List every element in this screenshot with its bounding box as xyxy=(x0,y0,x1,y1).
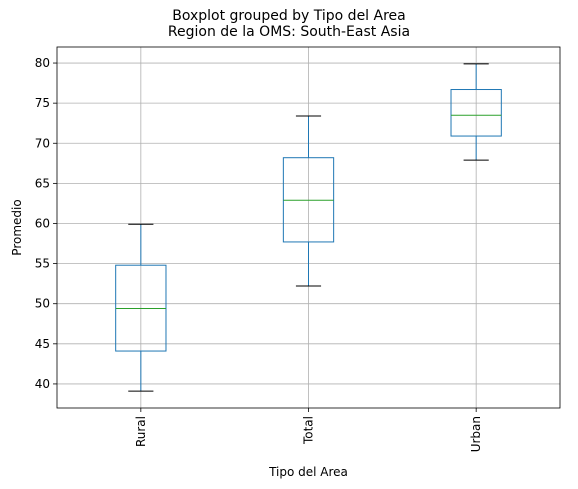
box-urban xyxy=(450,63,502,161)
x-axis-label: Tipo del Area xyxy=(268,465,348,479)
chart-title: Region de la OMS: South-East Asia xyxy=(167,24,411,40)
box-rural xyxy=(115,223,167,392)
y-tick-label: 45 xyxy=(35,337,50,351)
y-tick-label: 80 xyxy=(35,56,50,70)
x-tick-label: Rural xyxy=(134,416,148,447)
chart-suptitle: Boxplot grouped by Tipo del Area xyxy=(172,8,406,24)
iqr-box xyxy=(450,89,502,137)
y-tick-label: 70 xyxy=(35,136,50,150)
x-tick-label: Urban xyxy=(469,416,483,452)
y-tick-label: 40 xyxy=(35,377,50,391)
y-tick-label: 75 xyxy=(35,96,50,110)
y-axis-label: Promedio xyxy=(10,199,24,255)
x-tick-label: Total xyxy=(302,416,316,445)
plot-frame xyxy=(56,46,561,409)
y-tick-label: 50 xyxy=(35,297,50,311)
y-tick-label: 65 xyxy=(35,176,50,190)
box-total xyxy=(282,115,335,287)
y-tick-label: 60 xyxy=(35,216,50,230)
y-tick-label: 55 xyxy=(35,257,50,271)
